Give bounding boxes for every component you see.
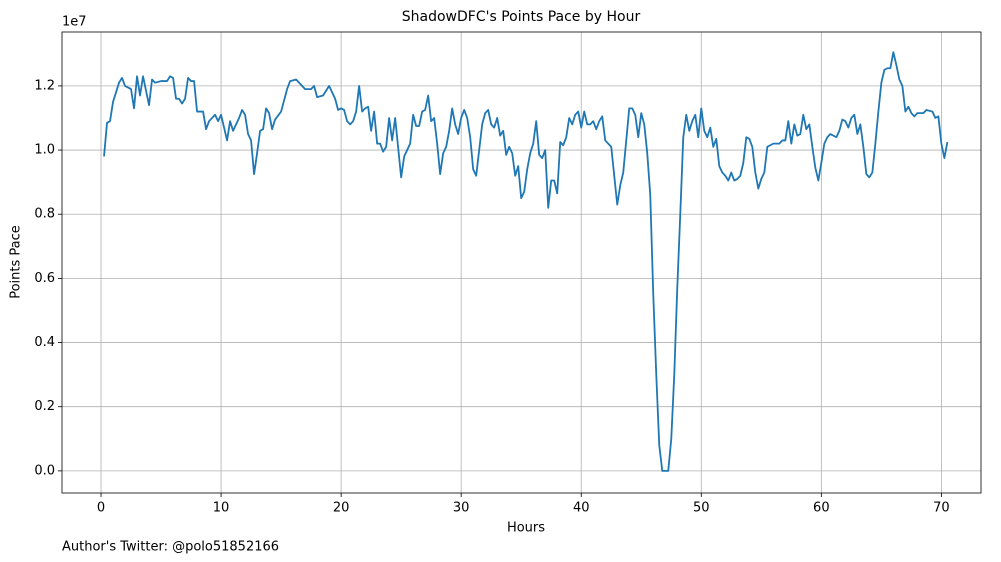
data-line — [103, 51, 949, 472]
y-axis-label: Points Pace — [9, 225, 24, 299]
y-tick-label: 1.2 — [34, 78, 55, 93]
x-tick-label: 60 — [813, 501, 830, 516]
y-tick-label: 0.0 — [34, 463, 55, 478]
x-tick-label: 50 — [693, 501, 710, 516]
x-tick-label: 20 — [333, 501, 350, 516]
y-tick-label: 1.0 — [34, 143, 55, 158]
y-tick-label: 0.2 — [34, 399, 55, 414]
x-tick-label: 70 — [933, 501, 950, 516]
y-offset-label: 1e7 — [62, 15, 87, 30]
y-tick-label: 0.4 — [34, 335, 55, 350]
plot-frame — [61, 31, 982, 494]
x-tick-label: 40 — [573, 501, 590, 516]
x-tick-label: 30 — [453, 501, 470, 516]
x-tick-label: 10 — [213, 501, 230, 516]
y-tick-label: 0.8 — [34, 207, 55, 222]
footnote: Author's Twitter: @polo51852166 — [62, 540, 279, 555]
x-axis-label: Hours — [507, 521, 545, 536]
x-tick-label: 0 — [97, 501, 105, 516]
y-tick-label: 0.6 — [34, 271, 55, 286]
chart-title: ShadowDFC's Points Pace by Hour — [402, 9, 641, 25]
